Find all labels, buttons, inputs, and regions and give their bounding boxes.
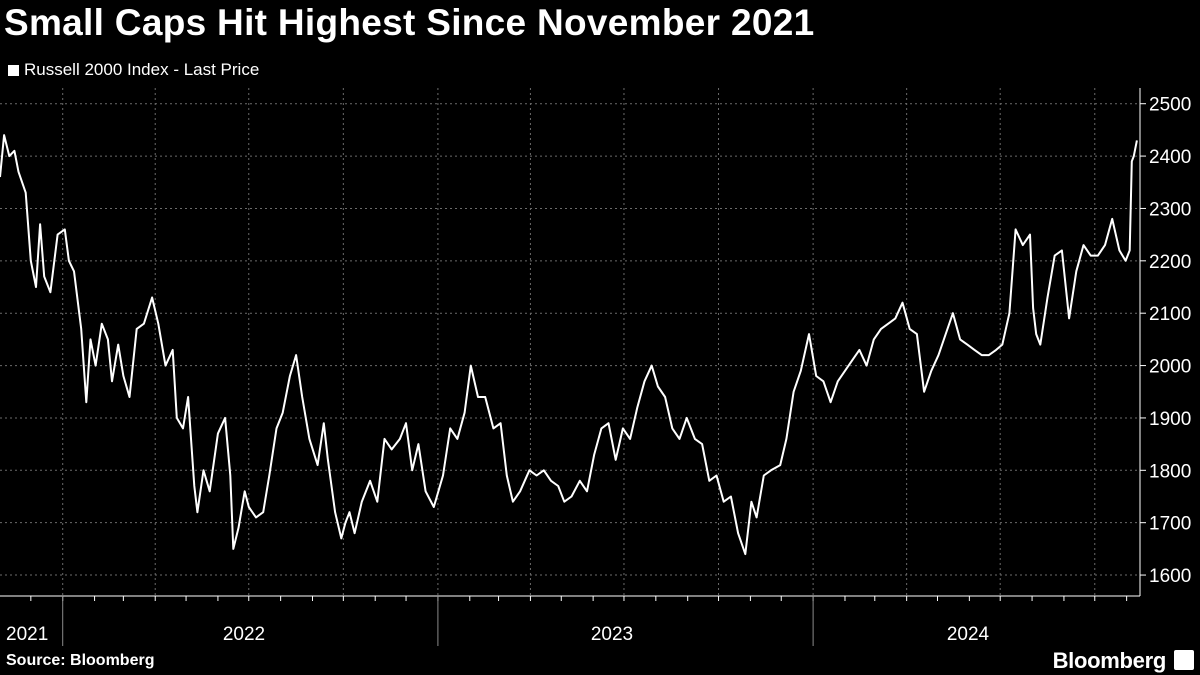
y-tick-label: 2300	[1149, 199, 1191, 220]
y-tick-label: 1600	[1149, 566, 1191, 587]
y-tick-label: 1700	[1149, 514, 1191, 535]
x-tick-label: 2022	[223, 624, 265, 645]
x-tick-label: 2023	[591, 624, 633, 645]
source-note: Source: Bloomberg	[6, 652, 155, 669]
legend-swatch	[8, 64, 19, 76]
y-tick-label: 2400	[1149, 147, 1191, 168]
legend: Russell 2000 Index - Last Price	[8, 60, 259, 80]
bloomberg-logo-icon	[1174, 650, 1194, 670]
x-tick-label: 2024	[947, 624, 990, 645]
y-tick-label: 2100	[1149, 304, 1191, 325]
y-tick-label: 2500	[1149, 95, 1191, 116]
chart-title: Small Caps Hit Highest Since November 20…	[4, 2, 815, 43]
y-tick-label: 1900	[1149, 409, 1191, 430]
y-tick-label: 2000	[1149, 357, 1191, 378]
x-tick-label: 2021	[6, 624, 48, 645]
y-tick-label: 2200	[1149, 252, 1191, 273]
brand-logo: Bloomberg	[1052, 648, 1167, 673]
series-line	[0, 134, 1138, 556]
legend-label: Russell 2000 Index - Last Price	[24, 60, 260, 79]
y-tick-label: 1800	[1149, 461, 1191, 482]
